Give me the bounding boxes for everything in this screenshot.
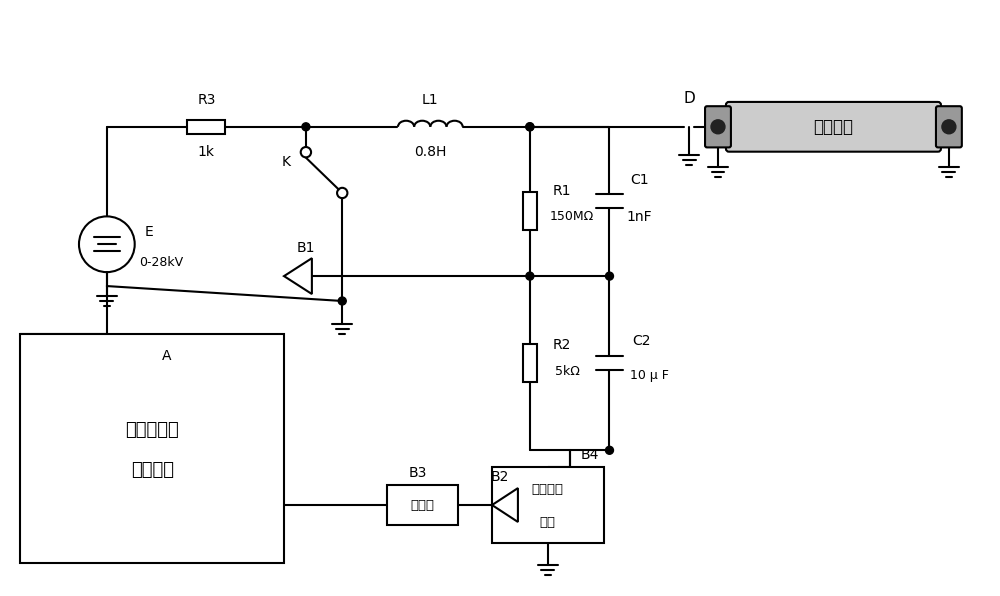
Text: 分析单元: 分析单元 xyxy=(131,461,174,479)
Circle shape xyxy=(942,120,956,134)
Bar xyxy=(187,120,225,134)
Text: B2: B2 xyxy=(491,470,509,484)
Text: R2: R2 xyxy=(553,339,571,352)
Bar xyxy=(523,344,537,382)
Text: 1k: 1k xyxy=(198,145,215,159)
Text: 数据采集与: 数据采集与 xyxy=(125,421,179,439)
Text: B1: B1 xyxy=(297,241,315,255)
Circle shape xyxy=(606,446,613,454)
Text: 滤波器: 滤波器 xyxy=(410,498,434,511)
Bar xyxy=(387,485,458,525)
Circle shape xyxy=(606,272,613,280)
Text: L1: L1 xyxy=(422,93,439,107)
Text: 0.8H: 0.8H xyxy=(414,145,447,159)
Circle shape xyxy=(526,123,534,131)
Text: R3: R3 xyxy=(197,93,216,107)
Text: R1: R1 xyxy=(552,185,571,198)
Text: 被测电缆: 被测电缆 xyxy=(813,118,853,136)
Text: C1: C1 xyxy=(630,173,649,187)
Circle shape xyxy=(338,297,346,305)
Text: C2: C2 xyxy=(632,334,651,348)
Text: E: E xyxy=(144,225,153,240)
Bar xyxy=(523,193,537,230)
Text: 10 μ F: 10 μ F xyxy=(630,369,669,381)
Circle shape xyxy=(711,120,725,134)
FancyBboxPatch shape xyxy=(936,106,962,147)
FancyBboxPatch shape xyxy=(705,106,731,147)
Circle shape xyxy=(302,123,310,131)
Text: 1nF: 1nF xyxy=(627,210,652,224)
Bar xyxy=(20,334,284,563)
Circle shape xyxy=(526,272,534,280)
Bar xyxy=(492,467,604,543)
Text: 局部耦合: 局部耦合 xyxy=(532,483,564,496)
Text: 5kΩ: 5kΩ xyxy=(555,365,580,378)
Circle shape xyxy=(526,123,534,131)
Text: D: D xyxy=(683,91,695,107)
Text: 0-28kV: 0-28kV xyxy=(140,256,184,269)
Text: A: A xyxy=(162,349,172,363)
Text: 150MΩ: 150MΩ xyxy=(550,210,594,223)
Text: K: K xyxy=(282,154,291,169)
Text: B4: B4 xyxy=(580,448,599,462)
Text: 单元: 单元 xyxy=(540,517,556,529)
Text: B3: B3 xyxy=(408,466,427,480)
FancyBboxPatch shape xyxy=(726,102,941,152)
